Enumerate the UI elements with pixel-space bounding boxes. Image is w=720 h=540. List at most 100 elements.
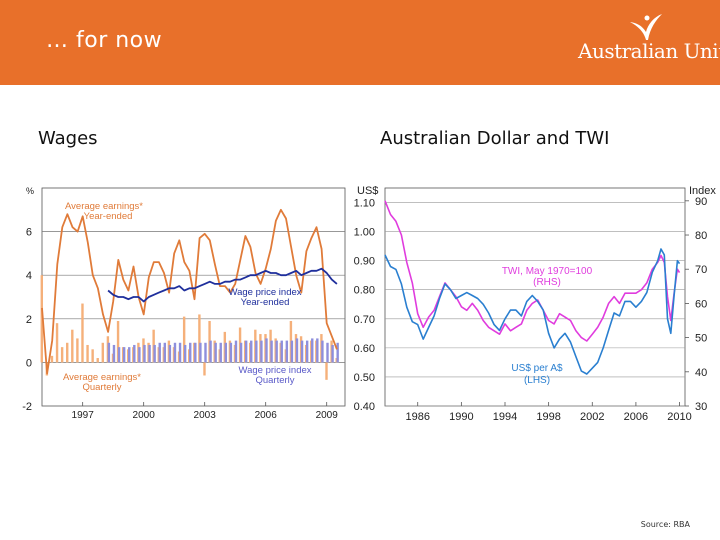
series-annotation: Wage price index	[228, 287, 301, 298]
series-annotation: Quarterly	[255, 375, 294, 386]
plot-frame	[384, 187, 686, 407]
bar	[234, 340, 238, 363]
series-line	[384, 248, 681, 375]
bar	[148, 344, 151, 363]
bar	[203, 362, 206, 376]
y-tick-label: 6	[26, 227, 32, 239]
x-tick-label: 1994	[493, 411, 517, 423]
lhs-tick-label: 0.60	[354, 343, 375, 355]
bar	[275, 340, 278, 363]
bar	[50, 355, 54, 363]
lhs-unit-label: US$	[357, 185, 378, 197]
bar	[81, 303, 84, 363]
x-tick-label: 2002	[580, 411, 604, 423]
bar	[199, 342, 202, 363]
bar	[224, 342, 228, 363]
bar	[255, 340, 258, 363]
bar	[331, 344, 334, 363]
lhs-tick-label: 1.00	[354, 227, 375, 239]
series-annotation: Average earnings*	[65, 201, 143, 212]
x-tick-label: 2003	[194, 410, 217, 421]
series-annotation: Quarterly	[82, 382, 121, 393]
rhs-tick-label: 60	[695, 298, 707, 310]
bar	[229, 342, 233, 363]
bar	[101, 342, 105, 363]
x-tick-label: 2006	[255, 410, 278, 421]
bar	[239, 342, 243, 363]
series-annotation: Average earnings*	[63, 372, 141, 383]
bar	[209, 340, 212, 363]
bar	[158, 342, 161, 363]
bar	[168, 344, 172, 363]
x-tick-label: 1990	[449, 411, 473, 423]
bar	[325, 362, 328, 380]
bar	[96, 358, 99, 363]
bar	[71, 329, 74, 363]
bar	[214, 342, 217, 363]
bar	[183, 344, 187, 363]
series-annotation: Year-ended	[241, 297, 290, 308]
bar	[300, 340, 304, 363]
bar	[219, 342, 222, 363]
bar	[60, 347, 64, 363]
bar	[189, 342, 192, 363]
bar	[265, 338, 268, 363]
bar	[326, 342, 329, 363]
rhs-tick-label: 80	[695, 230, 707, 242]
bar	[321, 340, 324, 363]
bar	[305, 340, 309, 363]
bar	[280, 340, 283, 363]
x-tick-label: 2000	[133, 410, 156, 421]
bar	[122, 347, 126, 363]
bar	[173, 342, 177, 363]
lhs-tick-label: 1.10	[354, 198, 375, 210]
bar	[311, 338, 314, 363]
x-tick-label: 1997	[72, 410, 95, 421]
bar	[204, 342, 207, 363]
series-annotation: TWI, May 1970=100	[502, 266, 593, 277]
x-tick-label: 2010	[667, 411, 691, 423]
australian-unity-logo: Australian Unity	[578, 12, 720, 72]
bar	[198, 314, 201, 363]
y-tick-label: 2	[26, 314, 32, 326]
series-annotation: US$ per A$	[511, 363, 563, 374]
bar	[182, 316, 186, 363]
x-tick-label: 1986	[405, 411, 429, 423]
y-tick-label: 0	[26, 357, 32, 369]
bar	[163, 342, 167, 363]
series-line	[107, 267, 338, 303]
lhs-tick-label: 0.50	[354, 372, 375, 384]
rhs-tick-label: 50	[695, 333, 707, 345]
wages-panel-title: Wages	[38, 128, 98, 149]
rhs-tick-label: 40	[695, 367, 707, 379]
x-tick-label: 2006	[624, 411, 648, 423]
series-annotation: (LHS)	[524, 375, 550, 386]
logo-text: Australian Unity	[578, 39, 720, 63]
source-note: Source: RBA	[640, 520, 690, 529]
bar	[336, 342, 339, 363]
lhs-tick-label: 0.40	[354, 401, 375, 413]
bar	[270, 340, 273, 363]
bar	[316, 338, 319, 363]
x-tick-label: 2009	[316, 410, 339, 421]
aud-panel-title: Australian Dollar and TWI	[380, 128, 610, 149]
bar	[178, 342, 182, 363]
bar	[76, 338, 79, 363]
bar	[285, 340, 289, 363]
bar	[138, 347, 141, 363]
bar	[143, 344, 146, 363]
lhs-tick-label: 0.90	[354, 256, 375, 268]
bar	[112, 344, 116, 363]
bar	[116, 320, 120, 363]
aud-twi-chart: 0.40 0.50 0.60 0.70 0.80 0.90 1.00 1.10 30 40 50 60…	[354, 185, 717, 423]
bar	[290, 340, 294, 363]
bird-logo-icon	[630, 14, 662, 40]
bar	[133, 344, 136, 363]
bar	[128, 347, 131, 363]
bar	[260, 340, 263, 363]
rhs-tick-label: 70	[695, 264, 707, 276]
lhs-tick-label: 0.80	[354, 285, 375, 297]
slide-header	[0, 0, 720, 85]
bar	[86, 344, 89, 363]
wages-chart: -2 0 2 4 6% 1997 2000 2003 2006 2009 Average earni…	[22, 186, 346, 421]
